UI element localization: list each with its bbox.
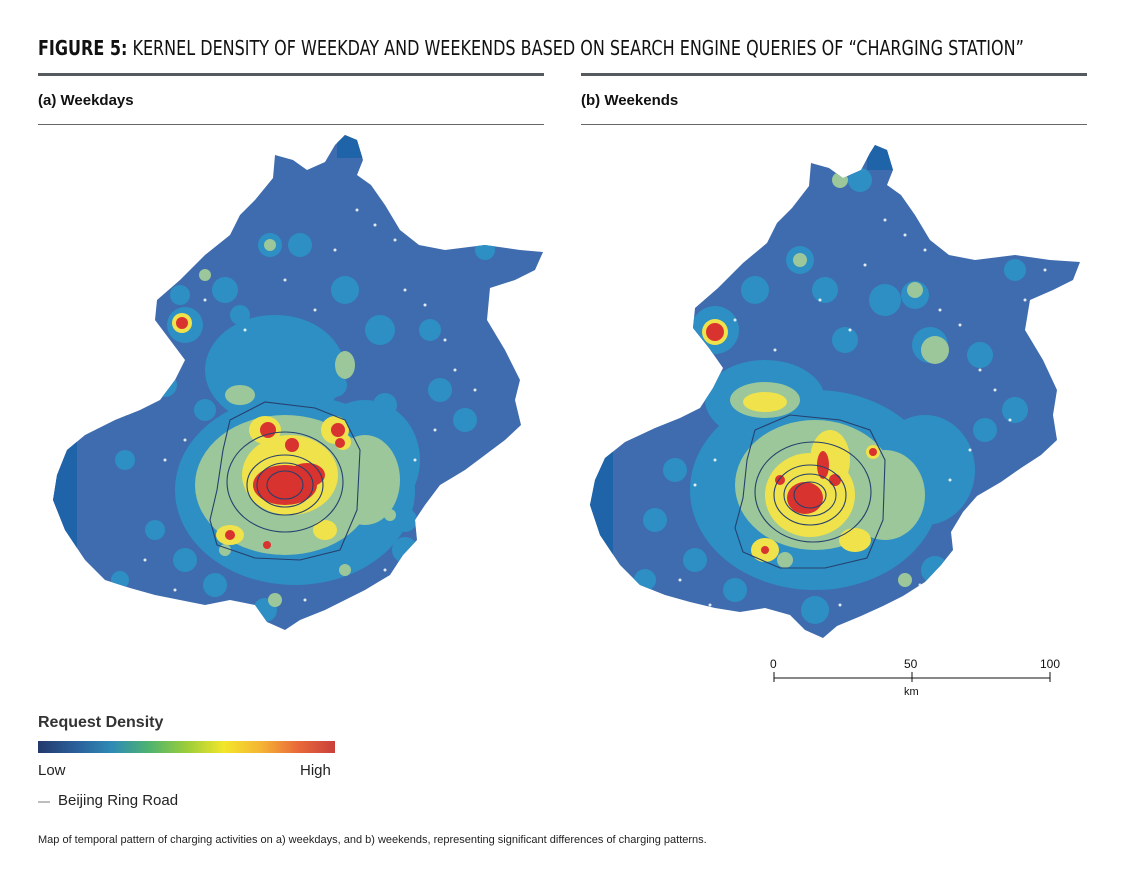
ring-road-label: Beijing Ring Road [58, 792, 179, 809]
figure-title-lead: FIGURE 5: [38, 36, 128, 60]
panel-a-top-rule [38, 73, 544, 76]
legend-high-label: High [300, 762, 331, 779]
scale-bar: 0 50 100 km [760, 655, 1060, 700]
legend-title: Request Density [38, 714, 164, 731]
scale-bar-line [773, 672, 1051, 682]
ring-road-swatch [38, 801, 50, 803]
weekday-density-map [53, 135, 543, 630]
scale-unit: km [904, 686, 919, 698]
map-b-ring-roads [734, 414, 886, 569]
map-b-north-edge [867, 145, 897, 170]
legend-color-ramp [38, 741, 335, 753]
legend-low-label: Low [38, 762, 66, 779]
map-a-north-edge [337, 135, 367, 158]
panel-b-label-rule [581, 124, 1087, 125]
scale-tick-100: 100 [1040, 657, 1061, 671]
panel-b-top-rule [581, 73, 1087, 76]
panel-a-label: (a) Weekdays [38, 92, 134, 109]
map-a-west-edge [53, 420, 77, 600]
scale-tick-50: 50 [904, 657, 918, 671]
panel-b-label: (b) Weekends [581, 92, 679, 109]
weekend-density-map [590, 145, 1080, 638]
figure-caption: Map of temporal pattern of charging acti… [38, 834, 707, 846]
scale-tick-0: 0 [770, 657, 777, 671]
map-a-ring-roads [209, 401, 361, 561]
figure-title-text: KERNEL DENSITY OF WEEKDAY AND WEEKENDS B… [127, 36, 1024, 60]
map-a-sparse-points [143, 208, 477, 602]
figure-title: FIGURE 5: KERNEL DENSITY OF WEEKDAY AND … [38, 36, 1024, 60]
map-b-west-edge [590, 440, 613, 610]
panel-a-label-rule [38, 124, 544, 125]
map-a-red-hotspots [176, 317, 345, 549]
